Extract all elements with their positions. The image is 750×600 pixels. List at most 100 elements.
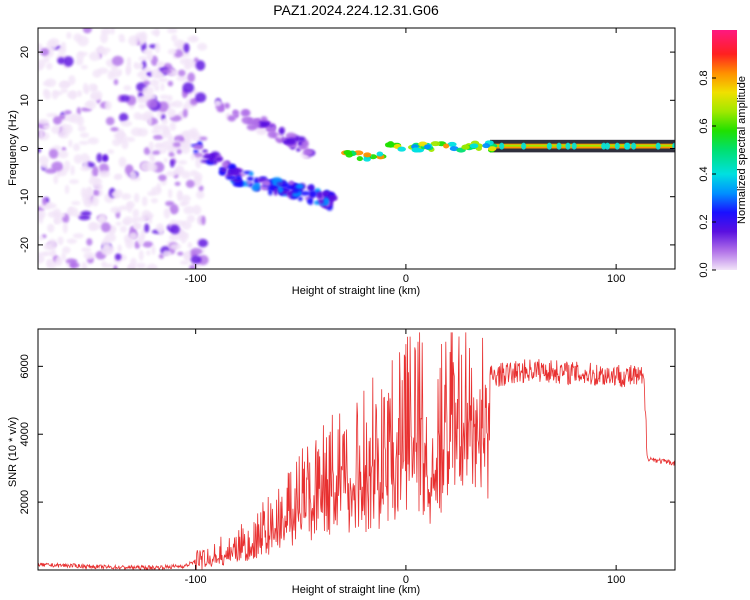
heatmap-cell: [487, 146, 497, 152]
heatmap-cell: [40, 202, 51, 210]
heatmap-cell: [186, 214, 196, 223]
snr-panel: -100 0 100 2000 4000 6000 Height of straight…: [7, 328, 676, 596]
heatmap-cell: [614, 142, 620, 150]
heatmap-cell: [78, 140, 90, 145]
heatmap-cell: [165, 200, 175, 207]
colorbar-tick-label: 0.6: [698, 118, 710, 133]
heatmap-cell: [128, 35, 139, 46]
heatmap-cell: [101, 50, 108, 56]
heatmap-cell: [38, 148, 42, 153]
heatmap-cell: [323, 191, 329, 198]
heatmap-cell: [83, 251, 95, 260]
heatmap-cell: [187, 35, 199, 43]
heatmap-cell: [158, 174, 167, 181]
heatmap-cell: [302, 142, 309, 146]
heatmap-cell: [174, 181, 181, 187]
heatmap-cell: [52, 91, 63, 96]
heatmap-cell: [302, 151, 314, 155]
heatmap-cell: [145, 93, 157, 102]
colorbar-label: Normalized spectral amplitude: [736, 76, 748, 224]
heatmap-cell: [118, 156, 127, 168]
heatmap-cell: [121, 139, 129, 150]
heatmap-cell: [163, 208, 171, 219]
heatmap-cell: [221, 160, 230, 169]
heatmap-cell: [81, 261, 88, 269]
heatmap-cell: [167, 48, 177, 55]
heatmap-cell: [151, 245, 156, 255]
heatmap-cell: [430, 141, 441, 147]
heatmap-cell: [443, 143, 450, 149]
heatmap-x-tick-label: -100: [185, 273, 207, 285]
heatmap-cell: [46, 62, 53, 70]
heatmap-cell: [100, 245, 112, 256]
heatmap-cell: [142, 67, 152, 72]
heatmap-cell: [356, 156, 363, 162]
heatmap-cell: [411, 147, 421, 153]
heatmap-cell: [76, 90, 83, 98]
heatmap-cell: [556, 142, 562, 150]
heatmap-cell: [190, 154, 195, 161]
heatmap-cell: [129, 232, 138, 240]
heatmap-cell: [202, 149, 208, 153]
heatmap-cell: [163, 157, 168, 163]
heatmap-cell: [345, 152, 353, 158]
heatmap-cell: [144, 223, 150, 233]
heatmap-cell: [150, 79, 160, 87]
heatmap-cell: [82, 28, 92, 34]
heatmap-cell: [159, 94, 170, 100]
heatmap-cell: [189, 264, 196, 269]
heatmap-cell: [93, 178, 103, 186]
snr-x-tick-label: 100: [607, 574, 625, 586]
heatmap-cell: [64, 110, 72, 116]
heatmap-cell: [154, 28, 160, 37]
heatmap-cell: [57, 46, 67, 54]
heatmap-cell: [308, 197, 314, 205]
heatmap-cell: [136, 72, 143, 78]
heatmap-cell: [180, 139, 192, 149]
heatmap-x-axis-label: Height of straight line (km): [292, 285, 420, 297]
heatmap-cell: [38, 155, 50, 165]
heatmap-cell: [276, 182, 284, 186]
heatmap-cell: [183, 205, 195, 215]
heatmap-cell: [43, 90, 52, 100]
heatmap-cell: [156, 182, 161, 192]
heatmap-cell: [117, 244, 122, 253]
heatmap-cell: [110, 28, 115, 35]
heatmap-cell: [110, 206, 122, 214]
heatmap-cell: [565, 142, 571, 150]
heatmap-cell: [193, 176, 202, 187]
heatmap-cell: [60, 88, 69, 94]
heatmap-cell: [125, 136, 136, 142]
heatmap-cell: [92, 166, 99, 177]
heatmap-cell: [107, 70, 115, 80]
heatmap-cell: [153, 134, 164, 140]
heatmap-cell: [169, 243, 182, 250]
heatmap-cell: [246, 124, 258, 131]
heatmap-cell: [158, 253, 165, 259]
heatmap-cell: [125, 237, 135, 249]
heatmap-cell: [199, 136, 208, 141]
heatmap-cell: [386, 141, 394, 147]
heatmap-cell: [167, 80, 174, 87]
heatmap-cell: [44, 78, 57, 88]
heatmap-cell: [46, 113, 58, 118]
heatmap-cell: [138, 103, 146, 109]
heatmap-cell: [297, 196, 303, 202]
heatmap-cell: [182, 82, 195, 94]
snr-plot-area: [38, 332, 675, 570]
heatmap-cell: [246, 176, 254, 182]
heatmap-cell: [130, 127, 143, 137]
heatmap-cell: [66, 238, 78, 244]
heatmap-cell: [80, 64, 88, 70]
heatmap-cell: [215, 156, 224, 162]
snr-x-tick-label: 0: [403, 574, 409, 586]
heatmap-cell: [143, 147, 151, 155]
heatmap-cell: [40, 47, 50, 56]
heatmap-cell: [78, 214, 91, 221]
heatmap-cell: [240, 109, 251, 117]
heatmap-cell: [201, 215, 206, 226]
heatmap-cell: [87, 186, 92, 195]
heatmap-cell: [160, 82, 165, 92]
heatmap-x-ticks: -100 0 100: [185, 28, 625, 285]
colorbar-gradient: [712, 30, 737, 270]
